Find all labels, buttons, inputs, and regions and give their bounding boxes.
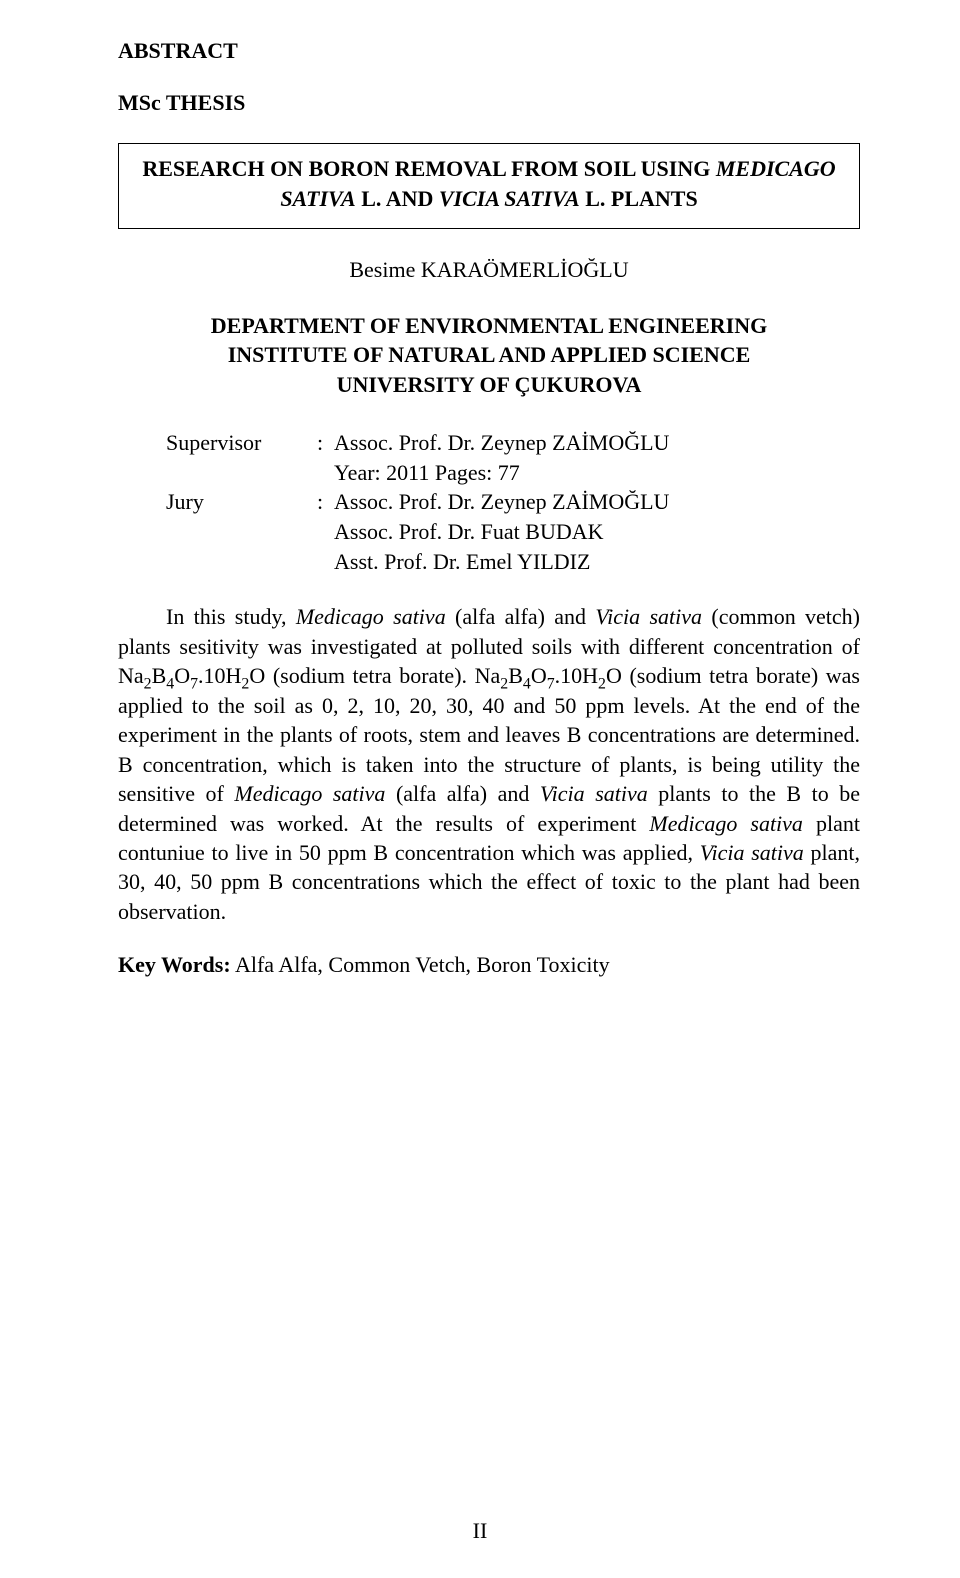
supervisor-jury-table: Supervisor : Assoc. Prof. Dr. Zeynep ZAİ…: [166, 428, 669, 576]
body-seg: O: [174, 663, 190, 688]
body-seg: O (sodium tetra borate). Na: [249, 663, 500, 688]
row-label: [166, 458, 306, 488]
body-subscript: 4: [166, 676, 174, 693]
body-italic: Vicia sativa: [595, 604, 702, 629]
table-row: Jury : Assoc. Prof. Dr. Zeynep ZAİMOĞLU: [166, 487, 669, 517]
row-label: Supervisor: [166, 428, 306, 458]
title-line-1: RESEARCH ON BORON REMOVAL FROM SOIL USIN…: [131, 154, 847, 184]
page: ABSTRACT MSc THESIS RESEARCH ON BORON RE…: [0, 0, 960, 1578]
keywords-label: Key Words:: [118, 952, 231, 977]
body-italic: Medicago sativa: [649, 811, 803, 836]
body-italic: Medicago sativa: [234, 781, 385, 806]
table-row: Supervisor : Assoc. Prof. Dr. Zeynep ZAİ…: [166, 428, 669, 458]
body-subscript: 2: [598, 676, 606, 693]
page-number: II: [0, 1518, 960, 1544]
table-row: Asst. Prof. Dr. Emel YILDIZ: [166, 547, 669, 577]
row-value: Assoc. Prof. Dr. Fuat BUDAK: [334, 517, 669, 547]
row-colon: :: [306, 487, 334, 517]
title-l2-mid: L. AND: [356, 186, 439, 211]
row-colon: [306, 517, 334, 547]
row-colon: [306, 458, 334, 488]
row-colon: [306, 547, 334, 577]
heading-abstract: ABSTRACT: [118, 36, 860, 66]
row-label: Jury: [166, 487, 306, 517]
body-seg: (alfa alfa) and: [385, 781, 539, 806]
body-seg: B: [508, 663, 523, 688]
abstract-body: In this study, Medicago sativa (alfa alf…: [118, 602, 860, 926]
keywords-value: Alfa Alfa, Common Vetch, Boron Toxicity: [231, 952, 610, 977]
body-seg: B: [152, 663, 167, 688]
title-l2-italic-2: VICIA SATIVA: [439, 186, 580, 211]
body-subscript: 4: [523, 676, 531, 693]
body-seg: O: [531, 663, 547, 688]
body-seg: (alfa alfa) and: [446, 604, 596, 629]
heading-thesis-type: MSc THESIS: [118, 88, 860, 118]
body-seg: .10H: [555, 663, 598, 688]
keywords-line: Key Words: Alfa Alfa, Common Vetch, Boro…: [118, 950, 860, 979]
body-seg: In this study,: [166, 604, 296, 629]
row-value: Asst. Prof. Dr. Emel YILDIZ: [334, 547, 669, 577]
body-italic: Medicago sativa: [296, 604, 446, 629]
row-label: [166, 517, 306, 547]
title-l2-suffix: L. PLANTS: [580, 186, 698, 211]
body-subscript: 2: [144, 676, 152, 693]
department-line-2: INSTITUTE OF NATURAL AND APPLIED SCIENCE: [118, 340, 860, 370]
author-name: Besime KARAÖMERLİOĞLU: [118, 257, 860, 283]
row-value: Assoc. Prof. Dr. Zeynep ZAİMOĞLU: [334, 487, 669, 517]
title-line-2: SATIVA L. AND VICIA SATIVA L. PLANTS: [131, 184, 847, 214]
row-value: Assoc. Prof. Dr. Zeynep ZAİMOĞLU: [334, 428, 669, 458]
row-value: Year: 2011 Pages: 77: [334, 458, 669, 488]
title-box: RESEARCH ON BORON REMOVAL FROM SOIL USIN…: [118, 143, 860, 228]
body-italic: Vicia sativa: [700, 840, 804, 865]
row-colon: :: [306, 428, 334, 458]
body-subscript: 7: [190, 676, 198, 693]
department-line-3: UNIVERSITY OF ÇUKUROVA: [118, 370, 860, 400]
department-line-1: DEPARTMENT OF ENVIRONMENTAL ENGINEERING: [118, 311, 860, 341]
body-italic: Vicia sativa: [540, 781, 648, 806]
body-seg: .10H: [198, 663, 241, 688]
table-row: Year: 2011 Pages: 77: [166, 458, 669, 488]
row-label: [166, 547, 306, 577]
title-l2-italic-1: SATIVA: [280, 186, 355, 211]
body-subscript: 7: [547, 676, 555, 693]
department-block: DEPARTMENT OF ENVIRONMENTAL ENGINEERING …: [118, 311, 860, 400]
title-l1-italic: MEDICAGO: [716, 156, 836, 181]
table-row: Assoc. Prof. Dr. Fuat BUDAK: [166, 517, 669, 547]
heading-block: ABSTRACT MSc THESIS: [118, 36, 860, 117]
title-l1-prefix: RESEARCH ON BORON REMOVAL FROM SOIL USIN…: [142, 156, 716, 181]
